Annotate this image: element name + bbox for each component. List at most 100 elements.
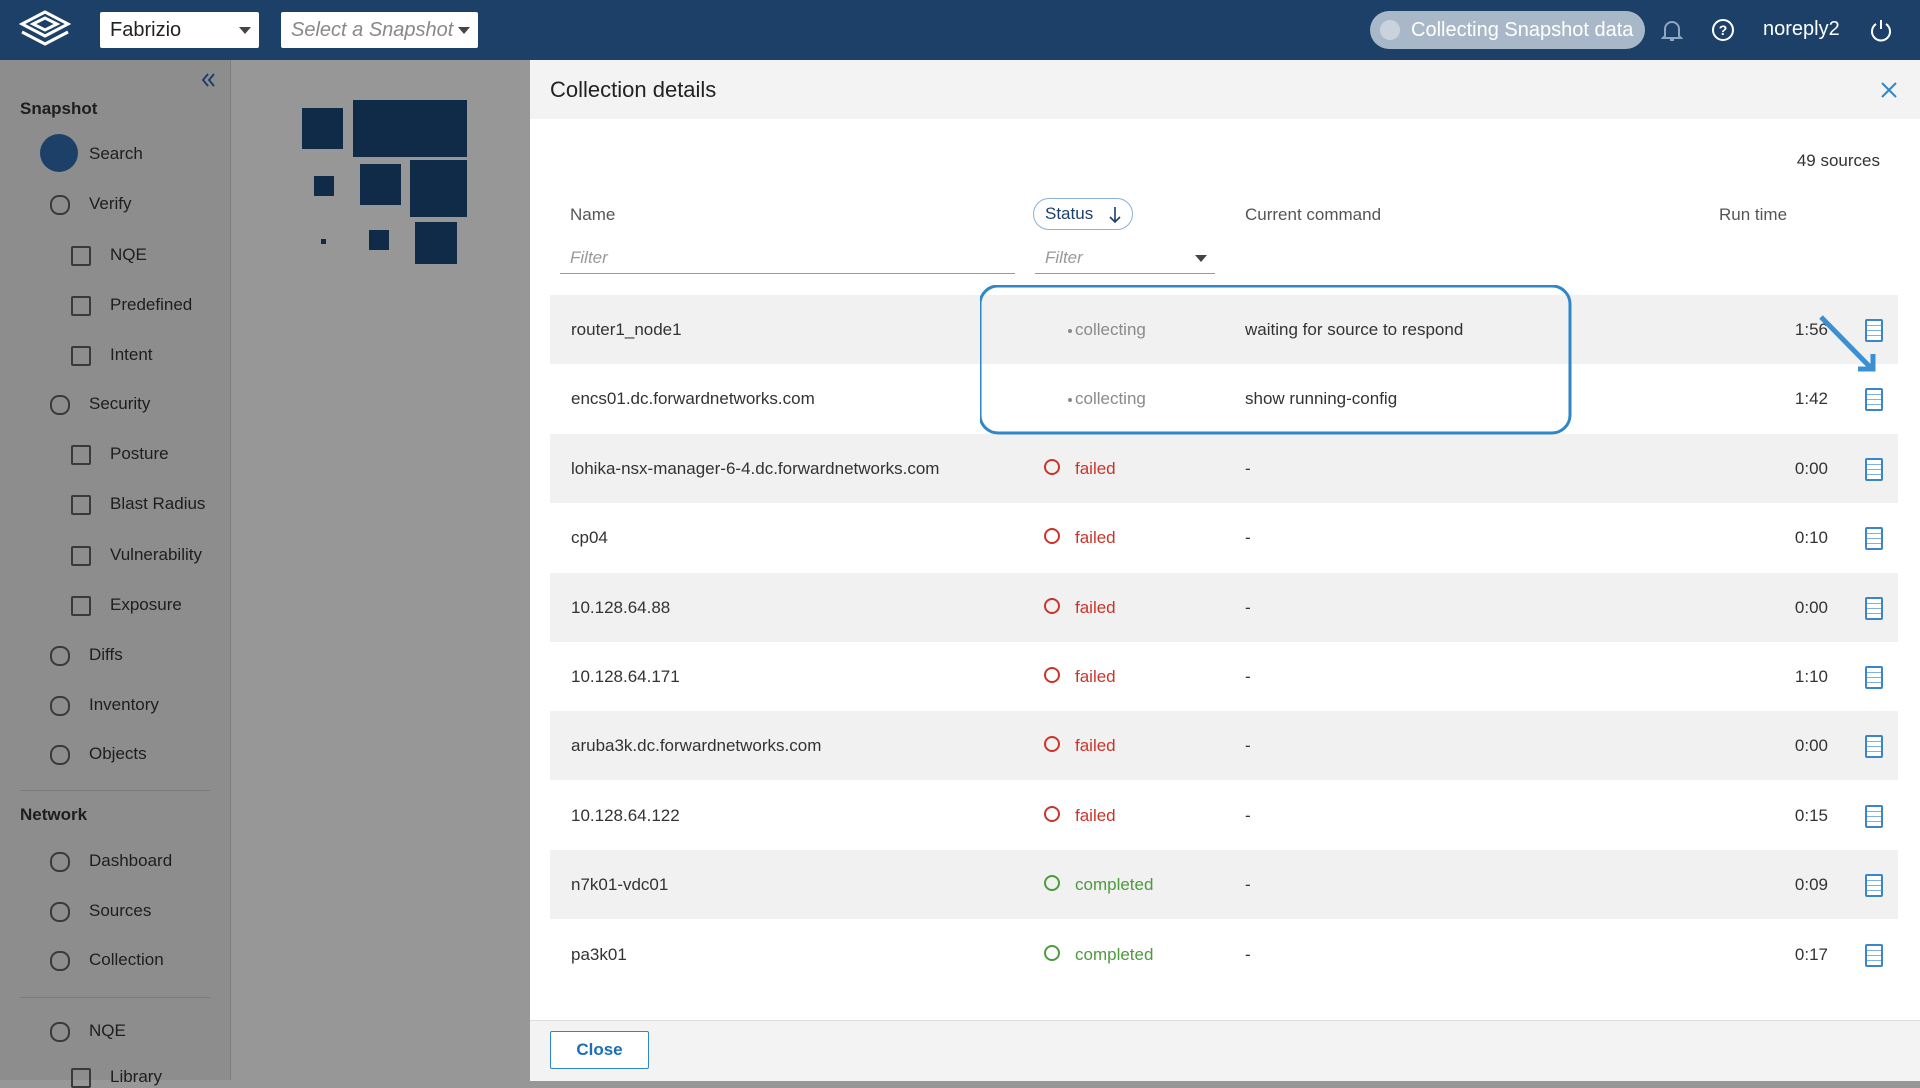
nav-item[interactable]: Diffs bbox=[89, 645, 123, 664]
close-icon[interactable] bbox=[1880, 81, 1898, 99]
nav-item[interactable]: Dashboard bbox=[89, 851, 173, 870]
status: failed bbox=[1075, 458, 1116, 478]
nav-item[interactable]: Vulnerability bbox=[110, 545, 202, 564]
nav-item[interactable]: Collection bbox=[89, 950, 164, 969]
log-icon[interactable] bbox=[1865, 943, 1883, 967]
filter-placeholder: Filter bbox=[570, 248, 608, 267]
panel-title: Collection details bbox=[550, 77, 717, 102]
nav-icon bbox=[71, 296, 91, 316]
nav-icon bbox=[50, 395, 70, 415]
help-icon[interactable]: ? bbox=[1711, 18, 1735, 42]
nav-item[interactable]: Exposure bbox=[110, 595, 182, 614]
status-filter[interactable]: Filter bbox=[1035, 242, 1215, 274]
log-icon[interactable] bbox=[1865, 874, 1883, 898]
status: completed bbox=[1075, 875, 1154, 895]
source-name: router1_node1 bbox=[571, 320, 682, 339]
nav-item[interactable]: Library bbox=[110, 1067, 162, 1086]
current-command: - bbox=[1245, 736, 1251, 756]
workspace-select[interactable]: Fabrizio bbox=[100, 12, 259, 48]
run-time: 0:10 bbox=[1794, 528, 1828, 548]
collecting-status[interactable]: Collecting Snapshot data bbox=[1370, 11, 1645, 49]
table-row: n7k01-vdc01 completed - 0:09 bbox=[550, 850, 1898, 920]
current-command: - bbox=[1245, 875, 1251, 895]
main-background bbox=[230, 60, 530, 1080]
nav-icon bbox=[50, 195, 70, 215]
nav-icon bbox=[50, 745, 70, 765]
nav-item[interactable]: Predefined bbox=[110, 295, 193, 314]
snapshot-select[interactable]: Select a Snapshot bbox=[281, 12, 478, 48]
nav-item[interactable]: Security bbox=[89, 394, 151, 413]
section-title: Network bbox=[20, 805, 88, 824]
nav-icon bbox=[71, 1068, 91, 1088]
source-name: encs01.dc.forwardnetworks.com bbox=[571, 389, 815, 409]
log-icon[interactable] bbox=[1865, 666, 1883, 689]
current-command: - bbox=[1245, 805, 1251, 825]
nav-icon bbox=[71, 346, 91, 366]
status-icon bbox=[1044, 667, 1060, 683]
snapshot-placeholder: Select a Snapshot bbox=[291, 19, 454, 41]
highlight-overlay bbox=[980, 285, 1876, 435]
nav-icon bbox=[71, 495, 91, 515]
column-header[interactable]: Current command bbox=[1245, 205, 1382, 224]
column-header[interactable]: Run time bbox=[1719, 205, 1788, 224]
run-time: 1:56 bbox=[1794, 320, 1828, 339]
status: collecting bbox=[1075, 389, 1146, 409]
section-title: Snapshot bbox=[20, 99, 98, 118]
collapse-icon[interactable] bbox=[200, 72, 216, 88]
current-command: - bbox=[1245, 944, 1251, 964]
source-name: pa3k01 bbox=[571, 944, 627, 964]
divider bbox=[20, 790, 210, 791]
nav-item[interactable]: Intent bbox=[110, 345, 153, 364]
current-command: waiting for source to respond bbox=[1245, 320, 1464, 339]
log-icon[interactable] bbox=[1865, 596, 1883, 620]
svg-text:?: ? bbox=[1719, 22, 1728, 38]
run-time: 0:00 bbox=[1794, 597, 1828, 617]
current-command: - bbox=[1245, 667, 1251, 686]
user-name[interactable]: noreply2 bbox=[1763, 18, 1840, 40]
log-icon[interactable] bbox=[1865, 735, 1883, 759]
log-icon[interactable] bbox=[1865, 319, 1883, 342]
nav-icon bbox=[71, 546, 91, 566]
nav-item[interactable]: Search bbox=[89, 144, 143, 163]
table-row: router1_node1 collecting waiting for sourc… bbox=[550, 295, 1898, 364]
bell-icon[interactable] bbox=[1661, 19, 1683, 43]
current-command: - bbox=[1245, 597, 1251, 617]
status-icon bbox=[1044, 875, 1060, 892]
nav-icon bbox=[50, 951, 70, 971]
nav-icon bbox=[50, 696, 70, 716]
nav-item[interactable]: Inventory bbox=[89, 695, 159, 714]
current-command: - bbox=[1245, 528, 1251, 548]
panel-header bbox=[530, 60, 1920, 119]
panel-footer bbox=[530, 1020, 1920, 1081]
source-name: n7k01-vdc01 bbox=[571, 875, 669, 895]
table-row: lohika-nsx-manager-6-4.dc.forwardnetwork… bbox=[550, 433, 1898, 503]
filter-placeholder: Filter bbox=[1045, 248, 1083, 267]
status-sort-header[interactable]: Status bbox=[1033, 198, 1133, 230]
nav-icon bbox=[50, 902, 70, 922]
log-icon[interactable] bbox=[1865, 804, 1883, 828]
close-button[interactable]: Close bbox=[550, 1031, 649, 1069]
nav-item[interactable]: Blast Radius bbox=[110, 494, 206, 513]
nav-item[interactable]: NQE bbox=[110, 245, 147, 264]
current-command: - bbox=[1245, 458, 1251, 478]
power-icon[interactable] bbox=[1869, 18, 1893, 42]
log-icon[interactable] bbox=[1865, 457, 1883, 481]
status-icon bbox=[1068, 398, 1072, 403]
log-icon[interactable] bbox=[1865, 527, 1883, 551]
table-row: pa3k01 completed - 0:17 bbox=[550, 919, 1898, 989]
column-header[interactable]: Name bbox=[570, 205, 616, 224]
table-row: 10.128.64.88 failed - 0:00 bbox=[550, 572, 1898, 642]
log-icon[interactable] bbox=[1865, 388, 1883, 412]
nav-item[interactable]: Objects bbox=[89, 744, 147, 763]
status-icon bbox=[1068, 329, 1072, 333]
nav-item[interactable]: Posture bbox=[110, 444, 169, 463]
source-name: 10.128.64.88 bbox=[571, 597, 671, 617]
source-name: 10.128.64.171 bbox=[571, 667, 680, 686]
name-filter[interactable]: Filter bbox=[560, 242, 1015, 274]
nav-item[interactable]: Verify bbox=[89, 194, 132, 213]
nav-item[interactable]: NQE bbox=[89, 1021, 126, 1040]
nav-item[interactable]: Sources bbox=[89, 901, 152, 920]
sources-count: 49 sources bbox=[1796, 151, 1880, 170]
table-row: 10.128.64.122 failed - 0:15 bbox=[550, 780, 1898, 850]
